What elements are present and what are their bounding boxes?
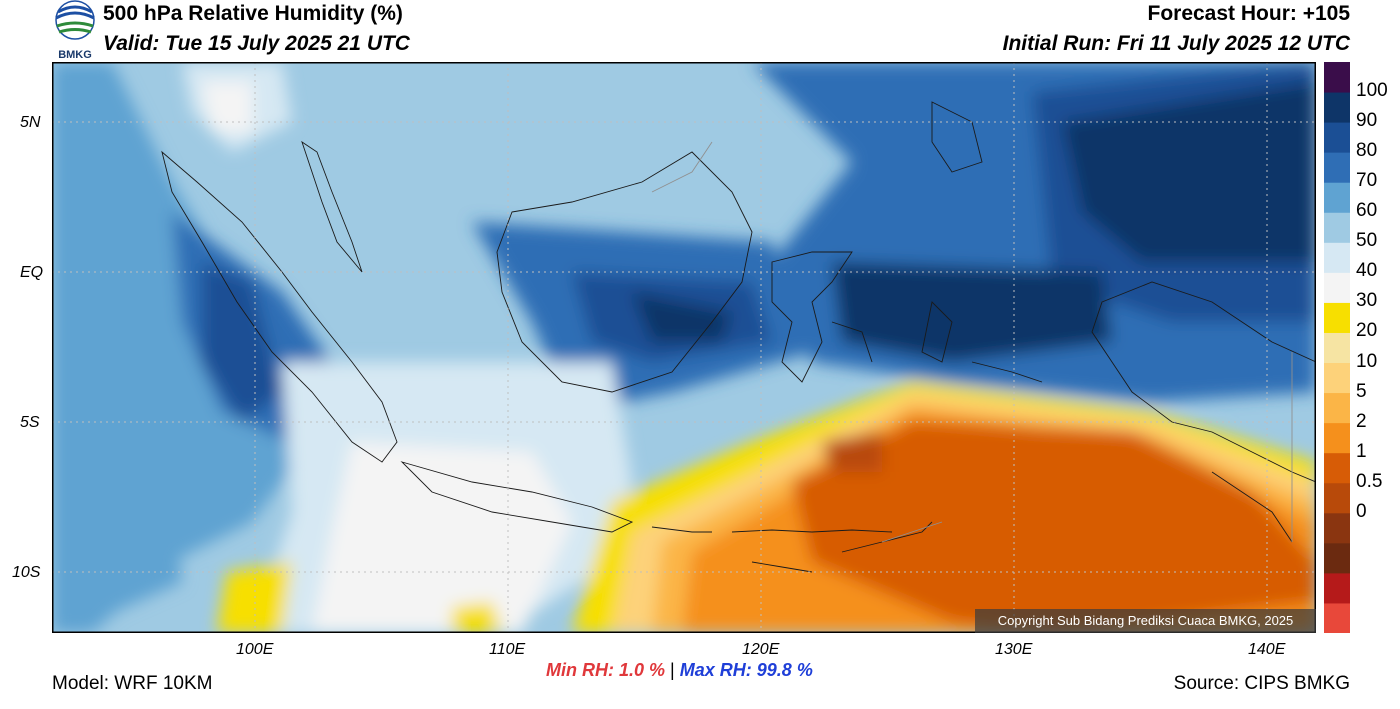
colorbar-label: 1: [1356, 440, 1367, 462]
model-label: Model: WRF 10KM: [52, 673, 213, 694]
colorbar: [1324, 62, 1350, 633]
bmkg-logo: BMKG: [55, 0, 95, 61]
stats-separator: |: [670, 660, 675, 680]
initial-run: Initial Run: Fri 11 July 2025 12 UTC: [1002, 32, 1350, 55]
max-rh-label: Max RH:: [679, 660, 752, 680]
colorbar-label: 0: [1356, 500, 1367, 522]
copyright-notice: Copyright Sub Bidang Prediksi Cuaca BMKG…: [975, 609, 1316, 633]
map-frame: [52, 62, 1316, 633]
colorbar-label: 70: [1356, 170, 1378, 192]
colorbar-swatch: [1324, 512, 1350, 544]
lon-label: 140E: [1248, 641, 1286, 658]
lon-label: 130E: [995, 641, 1033, 658]
colorbar-label: 80: [1356, 140, 1378, 162]
lat-label: EQ: [20, 264, 44, 281]
colorbar-swatch: [1324, 302, 1350, 333]
colorbar-swatch: [1324, 422, 1350, 454]
graticule: [52, 62, 1316, 633]
colorbar-label: 0.5: [1356, 470, 1383, 492]
colorbar-label: 100: [1356, 80, 1388, 102]
humidity-map: [52, 62, 1316, 633]
colorbar-swatch: [1324, 62, 1350, 93]
colorbar-label: 50: [1356, 230, 1378, 252]
borders: [651, 141, 1293, 543]
max-rh-value: 99.8 %: [756, 660, 813, 680]
rh-stats: Min RH: 1.0 % | Max RH: 99.8 %: [546, 660, 813, 681]
colorbar-swatch: [1324, 212, 1350, 243]
colorbar-swatch: [1324, 122, 1350, 153]
colorbar-label: 20: [1356, 320, 1378, 342]
colorbar-swatch: [1324, 332, 1350, 364]
colorbar-label: 90: [1356, 110, 1378, 132]
colorbar-swatch: [1324, 362, 1350, 394]
lat-label: 5S: [20, 414, 40, 431]
colorbar-swatch: [1324, 242, 1350, 273]
colorbar-swatch: [1324, 272, 1350, 303]
lon-label: 100E: [236, 641, 274, 658]
forecast-hour: Forecast Hour: +105: [1147, 2, 1351, 25]
colorbar-swatch: [1324, 482, 1350, 514]
colorbar-label: 40: [1356, 260, 1378, 282]
colorbar-label: 5: [1356, 380, 1367, 402]
colorbar-swatch: [1324, 182, 1350, 213]
colorbar-swatch: [1324, 542, 1350, 574]
colorbar-label: 30: [1356, 290, 1378, 312]
logo-text: BMKG: [58, 49, 92, 61]
colorbar-label: 60: [1356, 200, 1378, 222]
chart-title: 500 hPa Relative Humidity (%): [103, 2, 403, 25]
humidity-field-regions: [52, 62, 1316, 633]
colorbar-swatch: [1324, 152, 1350, 183]
valid-time: Valid: Tue 15 July 2025 21 UTC: [103, 32, 410, 55]
colorbar-swatch: [1324, 602, 1350, 633]
source-label: Source: CIPS BMKG: [1173, 673, 1350, 694]
colorbar-swatch: [1324, 572, 1350, 604]
lat-label: 5N: [20, 114, 41, 131]
min-rh-value: 1.0 %: [619, 660, 666, 680]
colorbar-swatch: [1324, 392, 1350, 424]
lon-label: 110E: [489, 641, 526, 658]
colorbar-swatch: [1324, 92, 1350, 123]
lat-label: 10S: [12, 564, 41, 581]
colorbar-swatch: [1324, 452, 1350, 484]
min-rh-label: Min RH:: [546, 660, 614, 680]
colorbar-label: 2: [1356, 410, 1367, 432]
colorbar-label: 10: [1356, 350, 1378, 372]
lon-label: 120E: [742, 641, 780, 658]
